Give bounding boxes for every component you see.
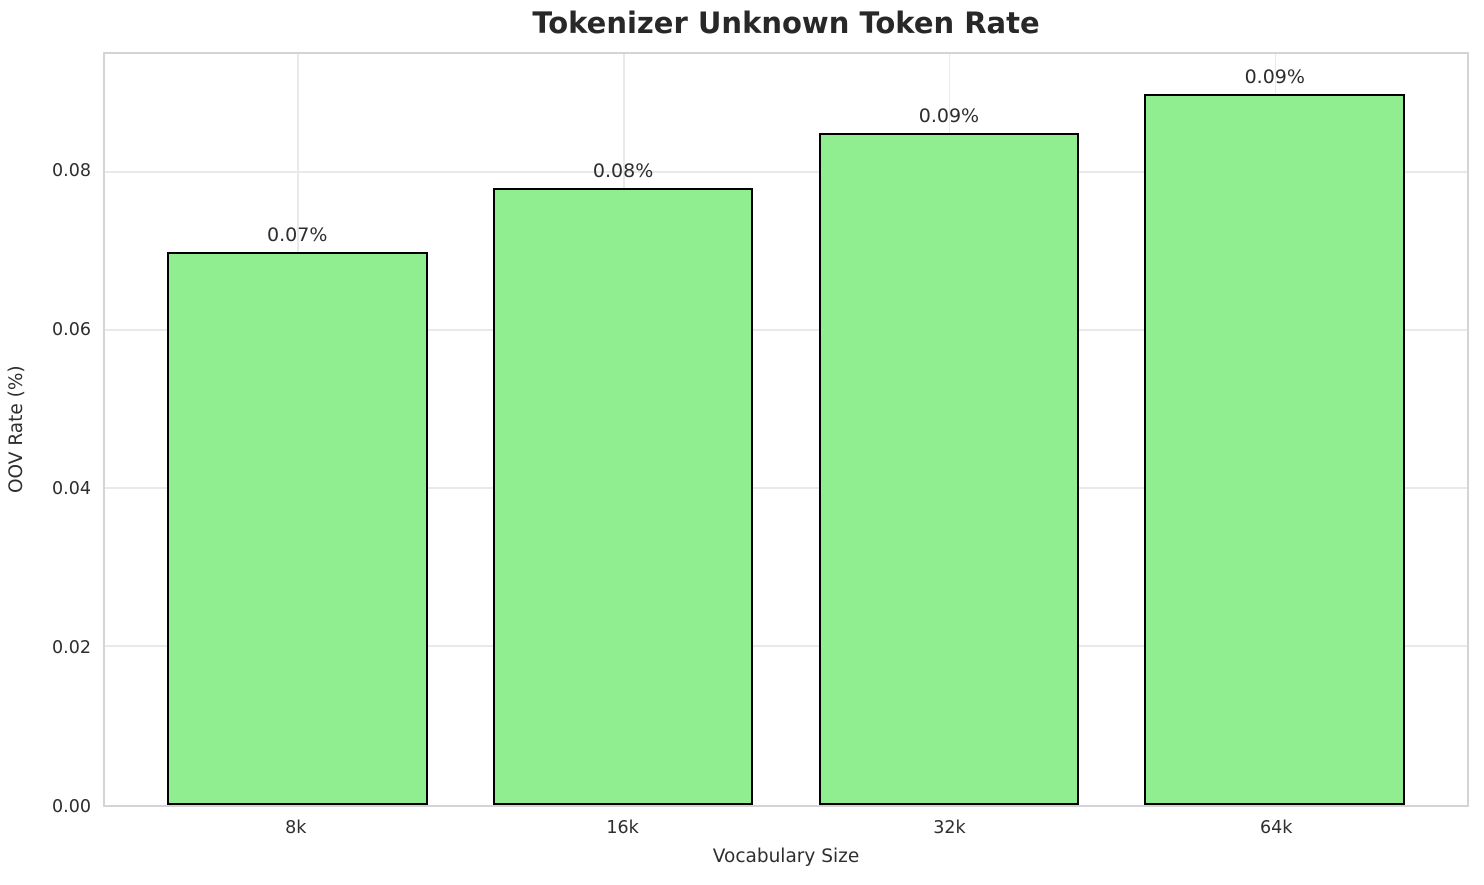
- y-gridline: [105, 645, 1467, 647]
- x-tick-label: 32k: [933, 818, 966, 838]
- bar-value-label: 0.09%: [1244, 65, 1305, 88]
- y-gridline: [105, 171, 1467, 173]
- x-tick-label: 8k: [285, 818, 307, 838]
- y-tick-label: 0.08: [52, 161, 91, 182]
- bar: [818, 133, 1080, 805]
- bar-value-label: 0.08%: [592, 160, 654, 183]
- plot-area: 0.07% 0.08% 0.09% 0.09%: [103, 52, 1469, 807]
- bar: [166, 251, 428, 805]
- y-gridline: [105, 487, 1467, 489]
- bar-value-label: 0.07%: [267, 223, 328, 246]
- y-tick-label: 0.06: [52, 320, 91, 341]
- x-tick-label: 64k: [1259, 818, 1293, 838]
- y-tick-label: 0.04: [52, 479, 91, 500]
- x-axis-label: Vocabulary Size: [712, 846, 860, 867]
- chart-title: Tokenizer Unknown Token Rate: [532, 6, 1040, 40]
- y-tick-label: 0.00: [52, 797, 91, 817]
- bar: [492, 188, 754, 805]
- y-tick-label: 0.02: [52, 638, 91, 659]
- x-tick-label: 16k: [606, 818, 639, 838]
- bar: [1144, 93, 1406, 805]
- y-gridline: [105, 329, 1467, 331]
- bar-value-label: 0.09%: [918, 105, 980, 128]
